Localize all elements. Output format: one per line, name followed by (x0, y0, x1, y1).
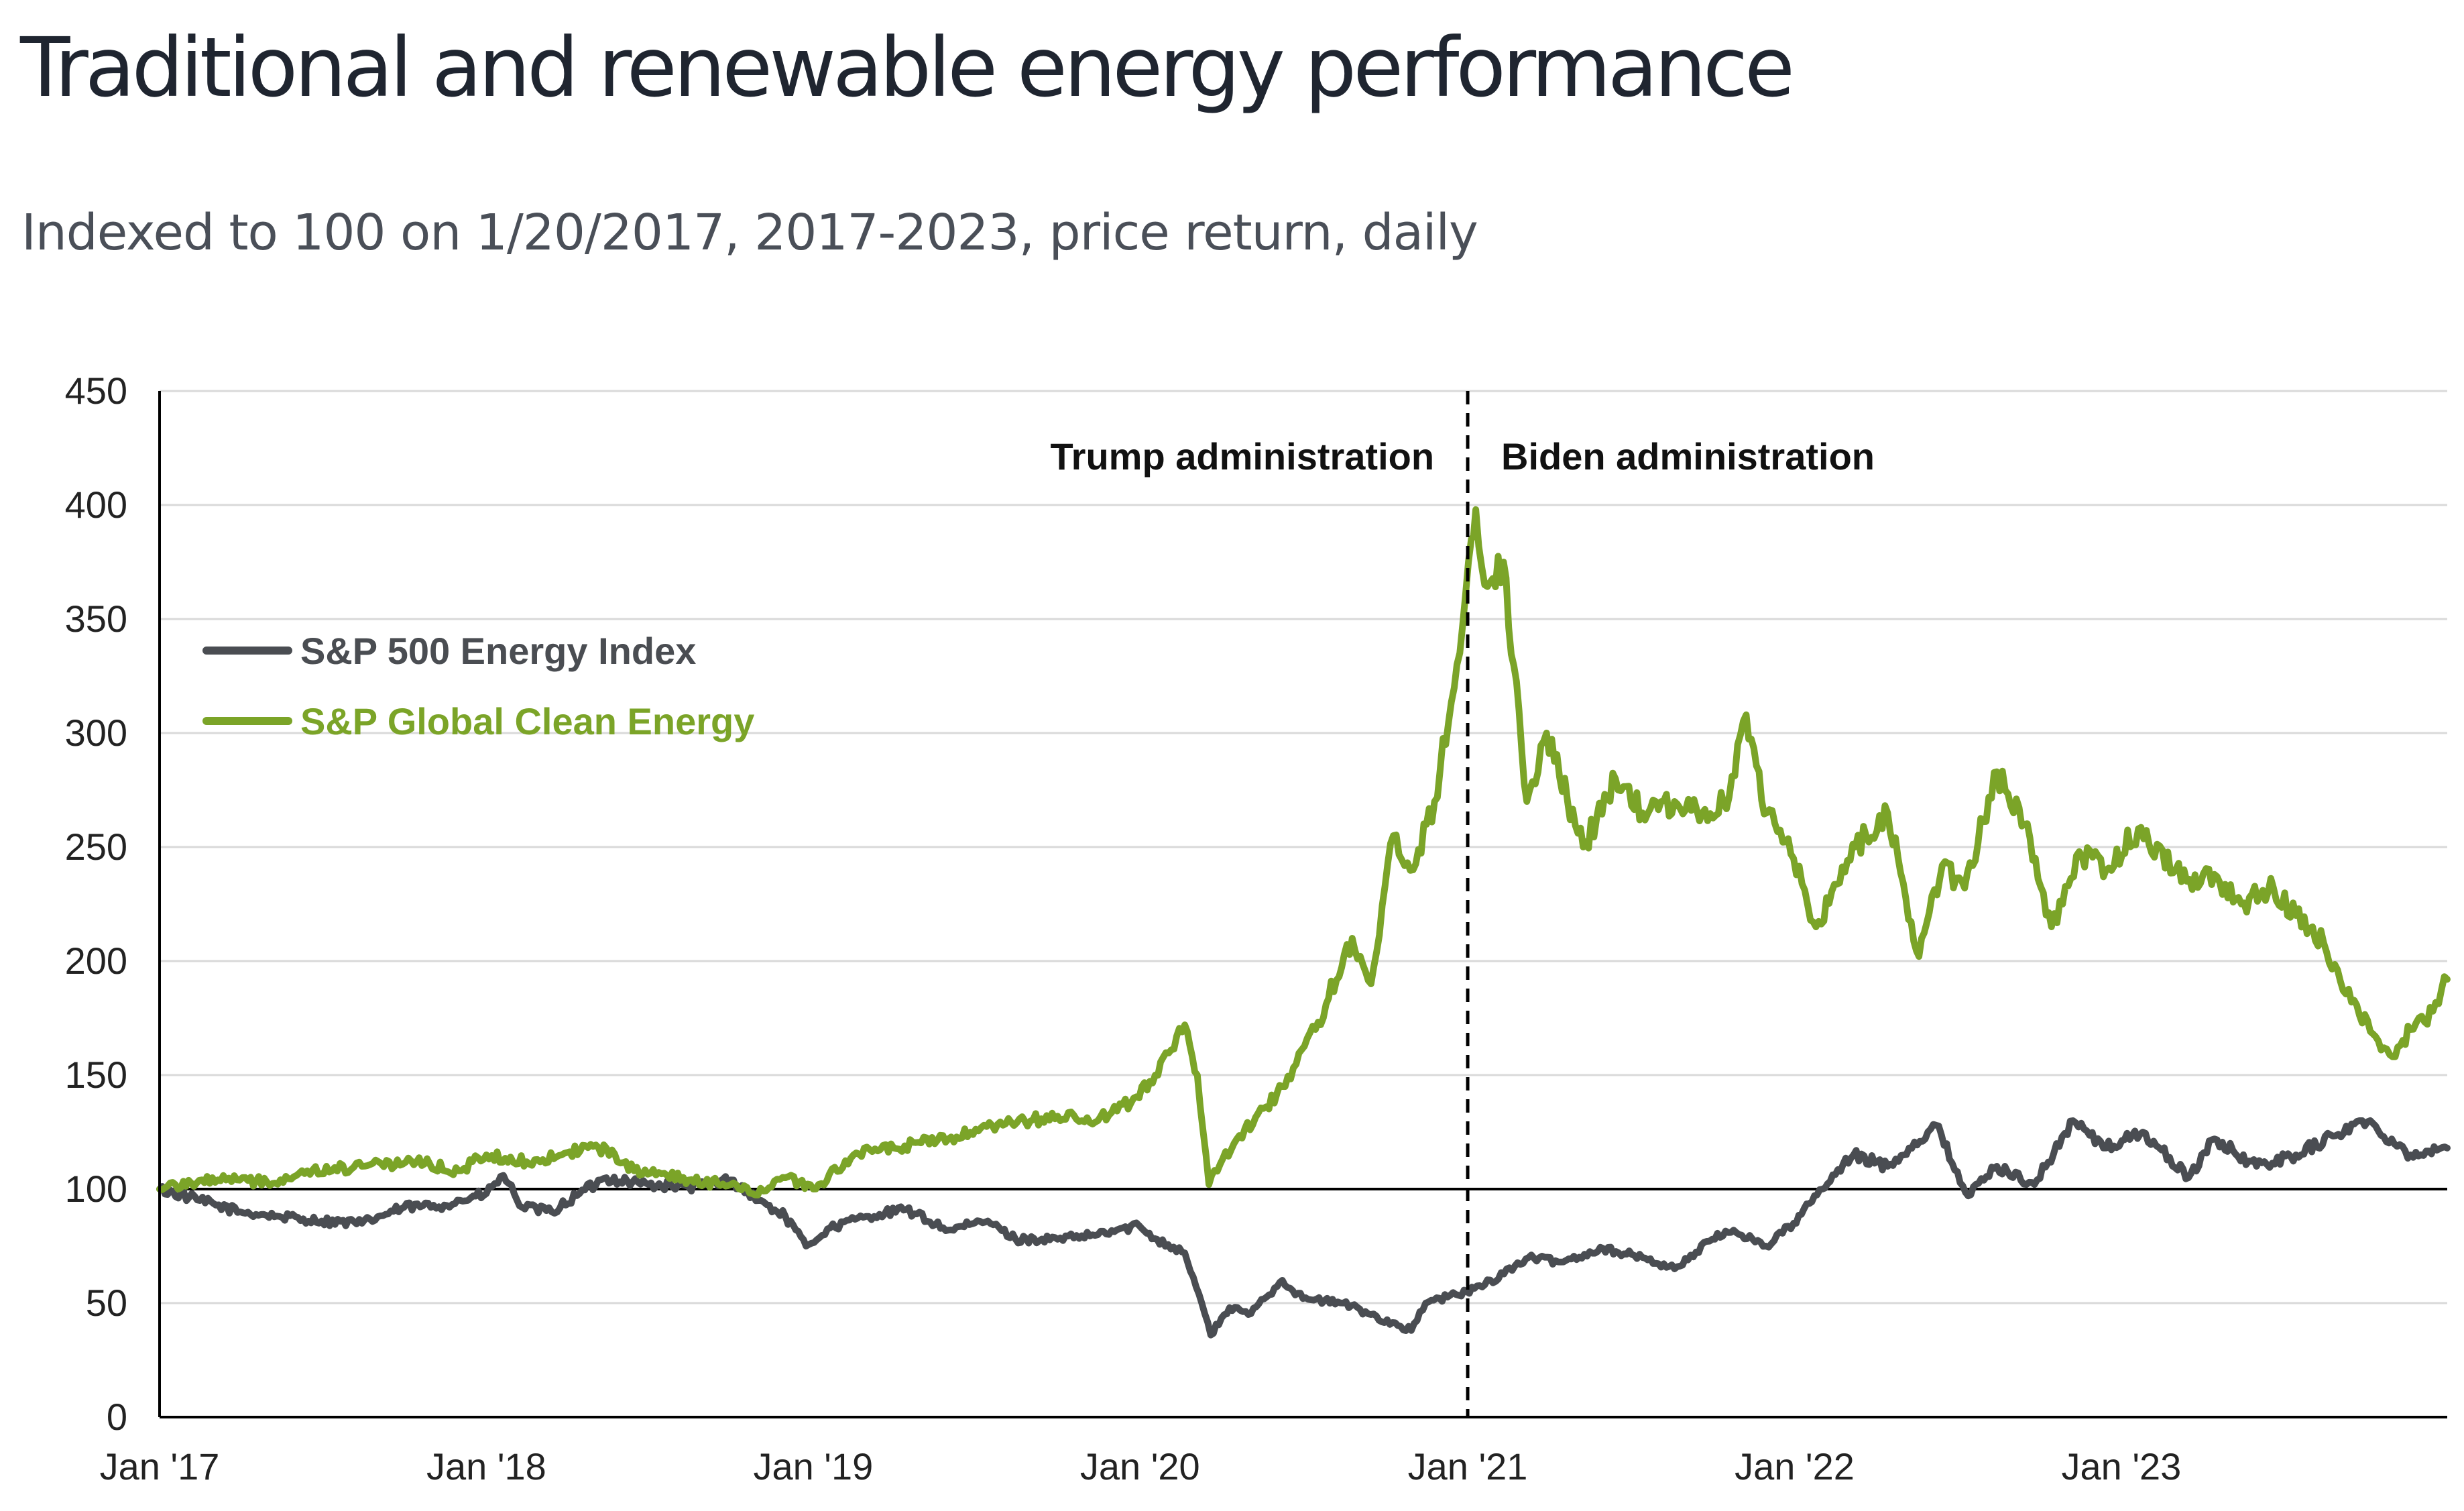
y-tick-label: 50 (86, 1282, 127, 1324)
x-tick-label: Jan '22 (1735, 1445, 1855, 1488)
legend: S&P 500 Energy Index S&P Global Clean Ene… (202, 630, 754, 742)
x-axis-ticks: Jan '17 Jan '18 Jan '19 Jan '20 Jan '21 Jan '… (100, 1445, 2182, 1488)
series-line-s-p-500-energy-index (156, 1117, 2451, 1339)
legend-label: S&P 500 Energy Index (300, 630, 696, 672)
x-tick-label: Jan '19 (753, 1445, 873, 1488)
x-tick-label: Jan '18 (426, 1445, 546, 1488)
chart-title: Traditional and renewable energy perform… (20, 20, 1795, 115)
x-tick-label: Jan '17 (100, 1445, 220, 1488)
y-tick-label: 250 (65, 826, 127, 868)
y-tick-label: 100 (65, 1168, 127, 1210)
y-tick-label: 0 (107, 1396, 127, 1438)
grid-lines (160, 390, 2447, 1304)
x-tick-label: Jan '21 (1408, 1445, 1528, 1488)
y-tick-label: 150 (65, 1054, 127, 1096)
trump-administration-label: Trump administration (1051, 435, 1435, 478)
y-tick-label: 350 (65, 598, 127, 640)
chart-subtitle: Indexed to 100 on 1/20/2017, 2017-2023, … (21, 204, 1478, 262)
axes (158, 391, 2447, 1418)
y-tick-label: 400 (65, 484, 127, 526)
y-tick-label: 300 (65, 712, 127, 754)
y-tick-label: 200 (65, 940, 127, 982)
x-tick-label: Jan '23 (2061, 1445, 2181, 1488)
series-layer (156, 506, 2451, 1339)
y-tick-label: 450 (65, 370, 127, 412)
legend-label: S&P Global Clean Energy (300, 700, 754, 742)
annotations: Trump administration Biden administration (1051, 435, 1875, 478)
y-axis-ticks: 0 50 100 150 200 250 300 350 400 450 (65, 370, 127, 1438)
biden-administration-label: Biden administration (1501, 435, 1875, 478)
series-line-s-p-global-clean-energy (156, 506, 2451, 1198)
x-tick-label: Jan '20 (1080, 1445, 1200, 1488)
